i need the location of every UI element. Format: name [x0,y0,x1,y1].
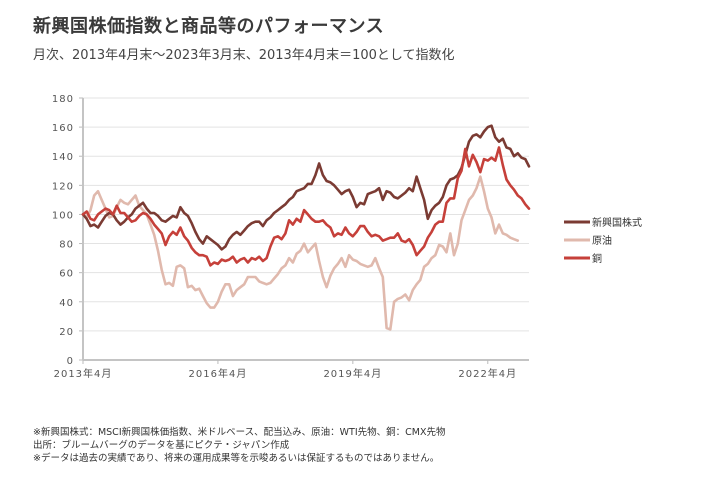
chart-subtitle: 月次、2013年4月末～2023年3月末、2013年4月末＝100として指数化 [33,48,455,63]
legend-label: 原油 [592,234,612,247]
y-tick-label: 180 [52,94,74,105]
y-tick-label: 0 [67,356,74,367]
footnote-source: 出所：ブルームバーグのデータを基にピクテ・ジャパン作成 [33,440,290,451]
footnotes: ※新興国株式：MSCI新興国株価指数、米ドルベース、配当込み、原油：WTI先物、… [33,426,445,465]
y-tick-label: 80 [59,240,74,251]
y-tick-label: 60 [59,269,74,280]
footnote-source-definition: ※新興国株式：MSCI新興国株価指数、米ドルベース、配当込み、原油：WTI先物、… [33,427,446,438]
legend-label: 新興国株式 [592,216,642,229]
x-tick-label: 2013年4月 [54,367,113,380]
series-line-1 [81,175,520,331]
chart-title: 新興国株価指数と商品等のパフォーマンス [33,16,385,37]
y-tick-label: 120 [52,181,74,192]
series-line-2 [81,146,531,267]
x-tick-label: 2022年4月 [458,367,517,380]
x-tick-label: 2016年4月 [189,367,248,380]
y-tick-label: 140 [52,152,74,163]
x-axis: 2013年4月 2016年4月 2019年4月 2022年4月 [54,359,529,380]
y-tick-label: 20 [59,327,74,338]
series-line-0 [81,124,531,251]
series-lines [81,124,531,331]
legend-label: 銅 [592,252,602,265]
footnote-disclaimer: ※データは過去の実績であり、将来の運用成果等を示唆あるいは保証するものではありま… [33,453,440,464]
y-axis: 0 20 40 60 80 100 120 140 160 180 [52,94,84,367]
y-tick-label: 160 [52,123,74,134]
y-tick-label: 40 [59,298,74,309]
gridlines [83,97,529,332]
x-tick-label: 2019年4月 [323,367,382,380]
y-tick-label: 100 [52,210,74,221]
